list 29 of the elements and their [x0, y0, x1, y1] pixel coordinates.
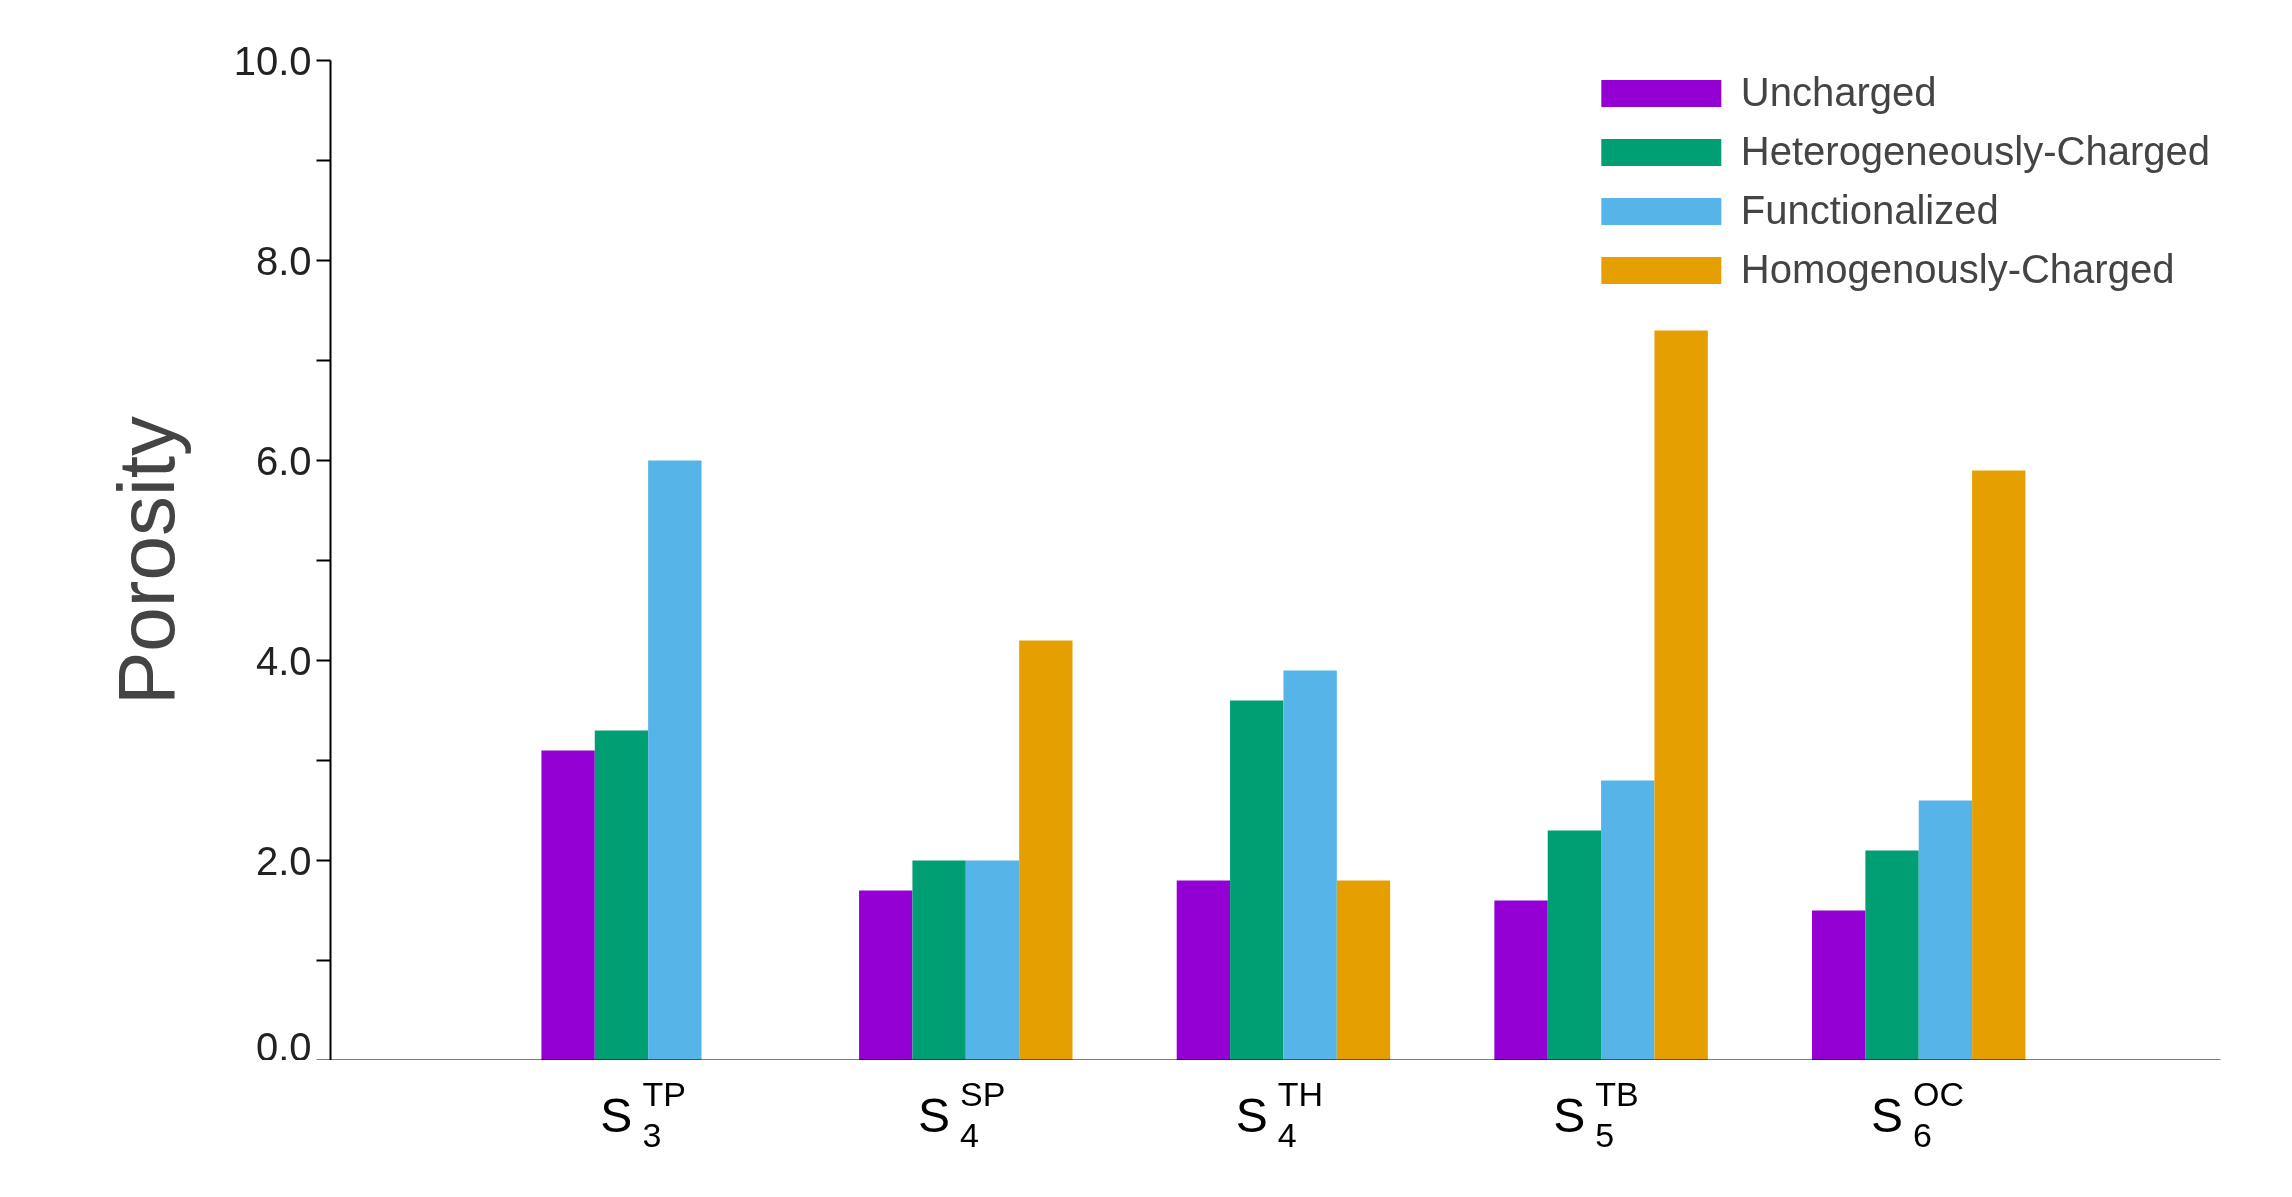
y-tick-label: 8.0 [255, 238, 312, 283]
bar [1918, 800, 1973, 1060]
bar [1230, 700, 1284, 1060]
legend-label: Uncharged [1740, 70, 1937, 115]
bar [1812, 910, 1866, 1060]
y-tick-label: 4.0 [255, 638, 312, 683]
y-tick-label: 6.0 [255, 438, 312, 483]
y-tick-label: 2.0 [255, 838, 312, 883]
bar [541, 750, 595, 1060]
bar [1494, 900, 1548, 1060]
legend-label: Heterogeneously-Charged [1740, 129, 2210, 174]
bar [1601, 780, 1655, 1060]
bar [648, 460, 702, 1060]
bar [1547, 830, 1602, 1060]
bar [1283, 670, 1337, 1060]
bar [1019, 640, 1073, 1060]
y-tick-label: 10.0 [233, 38, 312, 83]
bar [912, 860, 966, 1060]
bar [859, 890, 913, 1060]
bar [594, 730, 649, 1060]
bar [1336, 880, 1391, 1060]
legend-label: Functionalized [1740, 188, 1999, 233]
bar [1865, 850, 1919, 1060]
bar [1654, 330, 1708, 1060]
bar [1972, 470, 2026, 1060]
bar [1176, 880, 1231, 1060]
legend-label: Homogenously-Charged [1740, 247, 2175, 292]
bar [965, 860, 1020, 1060]
y-axis-title: Porosity [101, 416, 191, 705]
